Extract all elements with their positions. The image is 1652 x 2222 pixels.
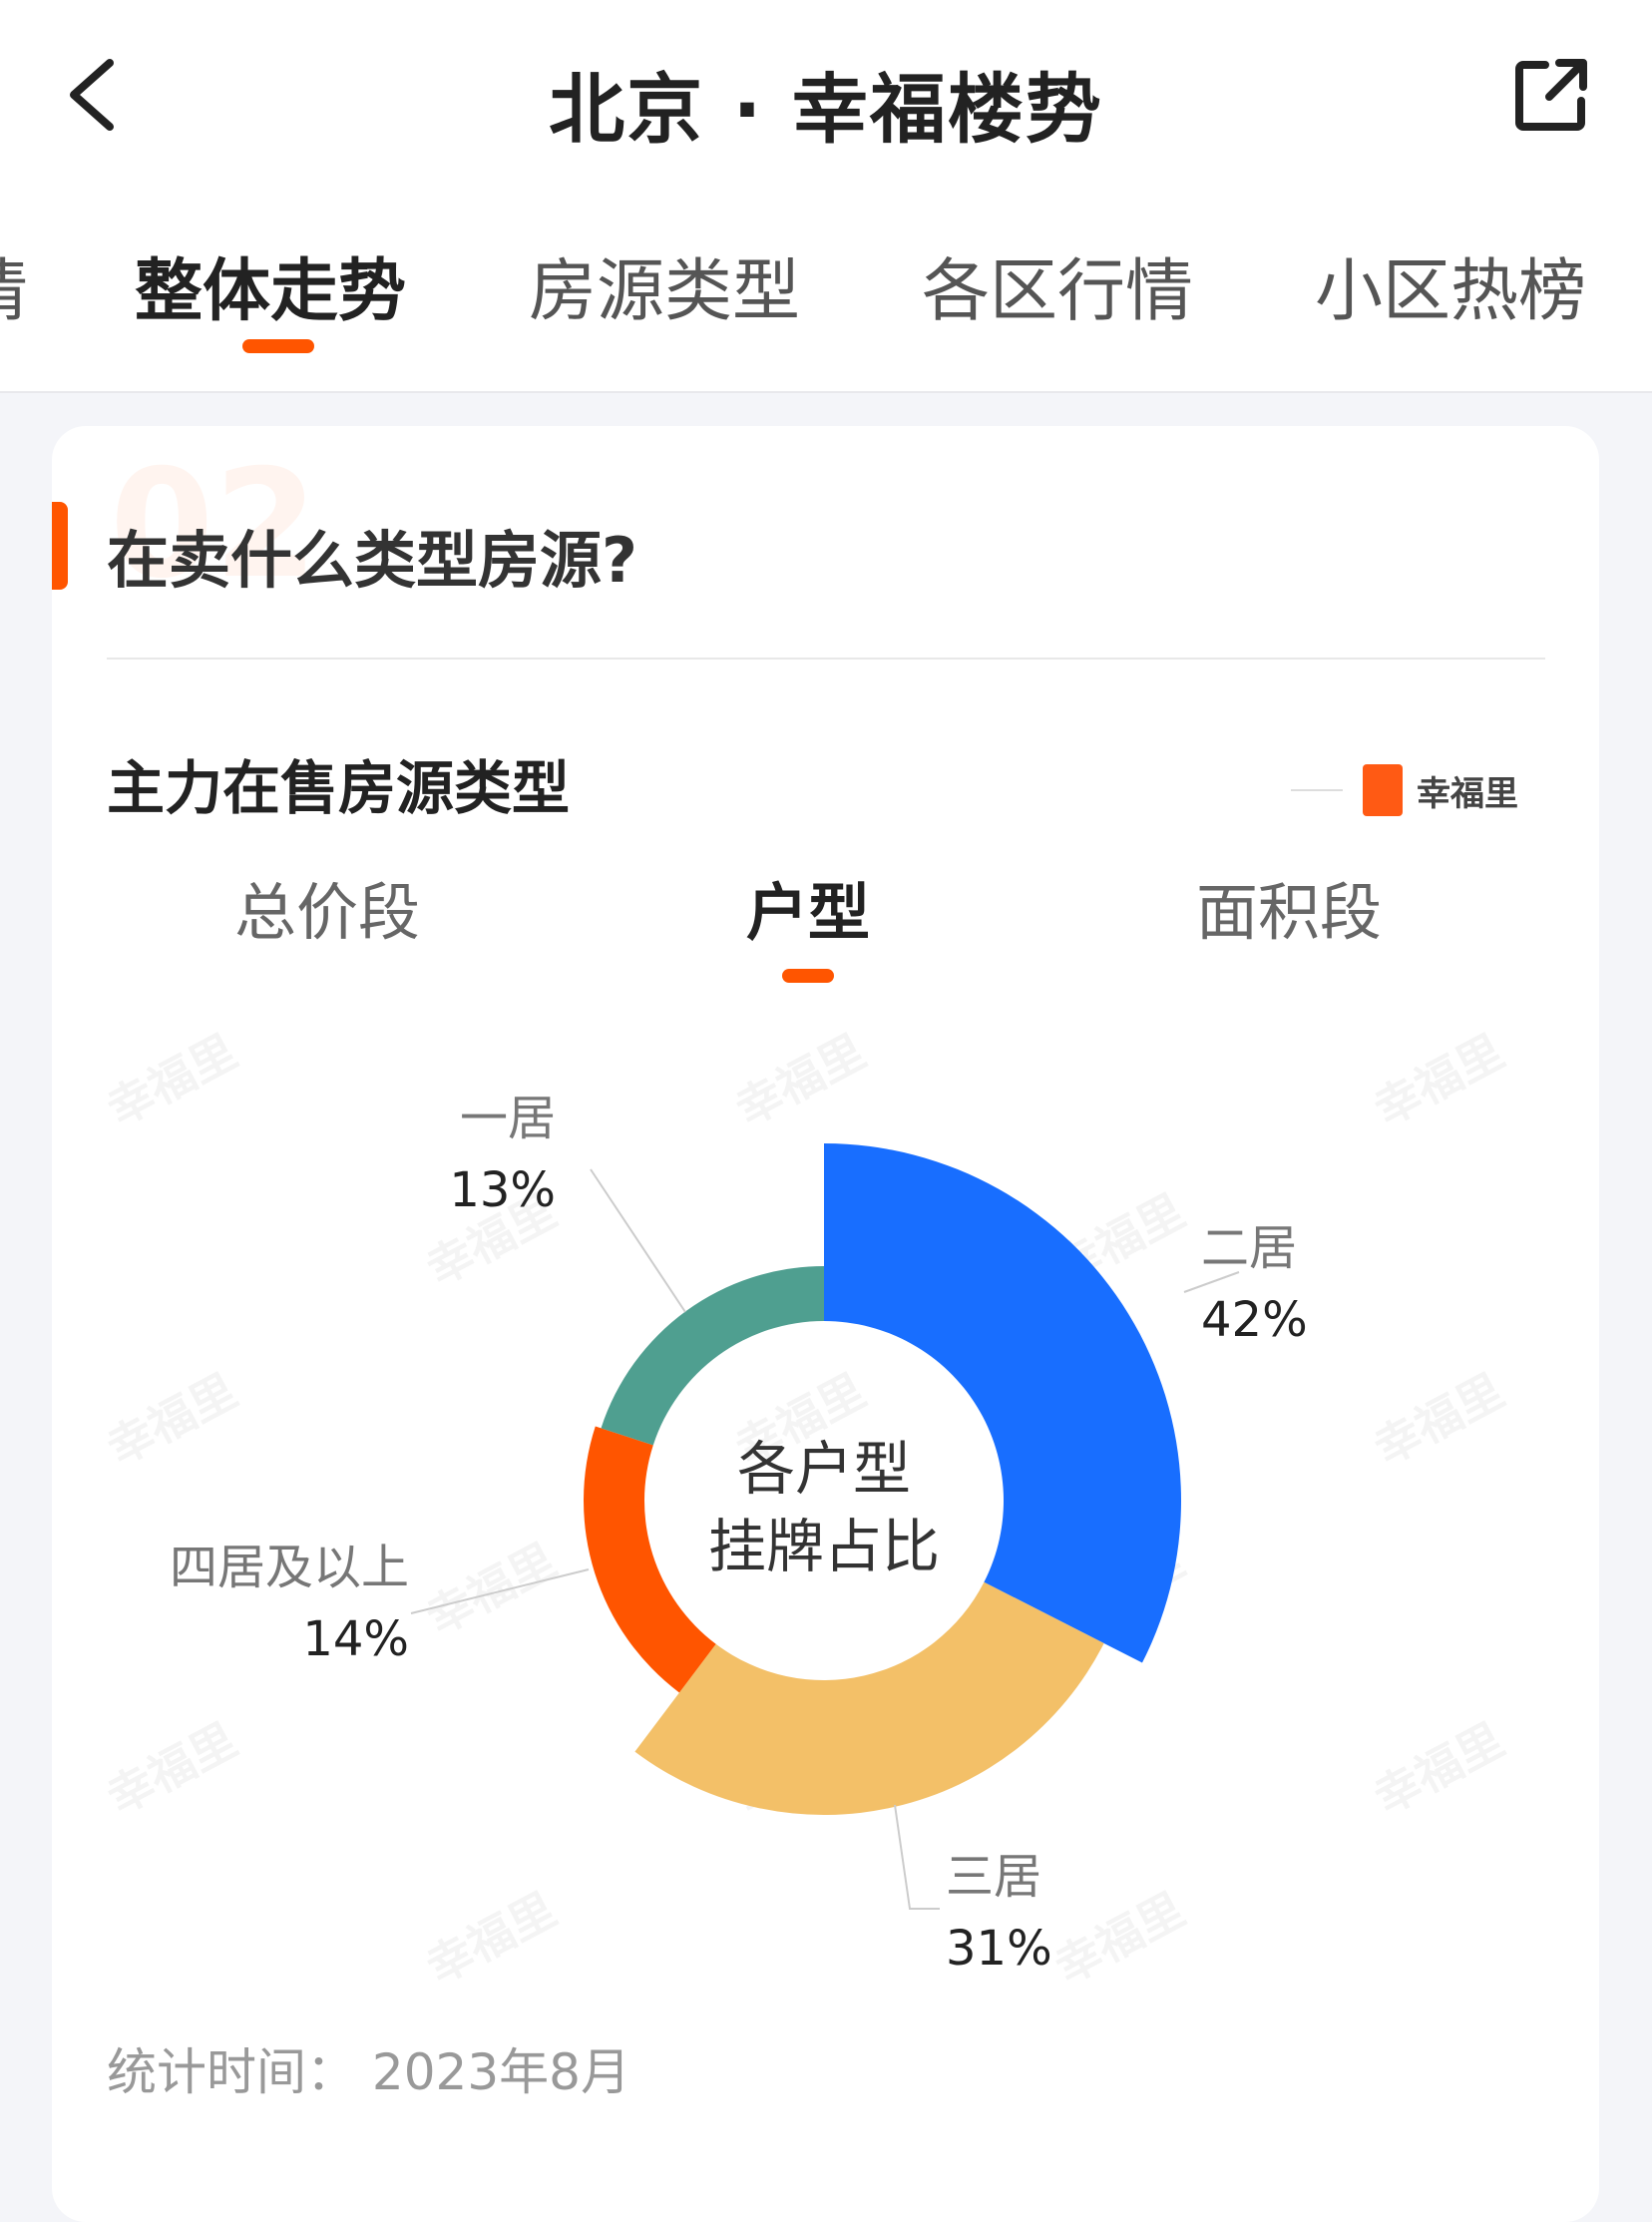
page-title: 北京 · 幸福楼势 xyxy=(549,65,1103,154)
slice-value: 14% xyxy=(302,1611,409,1667)
slice-value: 31% xyxy=(946,1921,1052,1977)
slice-value: 42% xyxy=(1201,1292,1308,1348)
tab-overall-trend[interactable]: 整体走势 xyxy=(135,252,407,331)
center-label: 挂牌占比 xyxy=(708,1513,940,1580)
slice-2 xyxy=(583,1426,716,1693)
leader-line xyxy=(410,1568,590,1614)
tab-market[interactable]: 情 xyxy=(0,235,28,334)
leader-line xyxy=(1183,1271,1240,1293)
divider xyxy=(107,658,1545,660)
subtab-area[interactable]: 面积段 xyxy=(1195,876,1383,949)
chart-title: 主力在售房源类型 xyxy=(107,754,571,822)
active-tab-indicator xyxy=(242,339,314,353)
tab-housing-type[interactable]: 房源类型 xyxy=(529,252,801,331)
leader-line xyxy=(894,1804,940,1910)
slice-label: 三居 xyxy=(946,1849,1041,1905)
top-nav: 北京 · 幸福楼势 情 整体走势 房源类型 各区行情 小区热榜 xyxy=(0,0,1652,393)
logo-icon xyxy=(1363,764,1403,816)
slice-1 xyxy=(634,1581,1104,1815)
chevron-left-icon[interactable] xyxy=(60,55,130,135)
subtab-layout[interactable]: 户型 xyxy=(745,876,871,949)
share-icon[interactable] xyxy=(1511,55,1591,135)
slice-label: 一居 xyxy=(460,1091,556,1146)
section-accent-bar xyxy=(52,502,68,590)
tab-district[interactable]: 各区行情 xyxy=(922,252,1194,331)
slice-label: 四居及以上 xyxy=(170,1540,409,1595)
subtab-total-price[interactable]: 总价段 xyxy=(233,876,421,949)
section-title: 在卖什么类型房源? xyxy=(107,524,637,597)
tab-community-rank[interactable]: 小区热榜 xyxy=(1315,252,1587,331)
chart-card: 02 在卖什么类型房源? 主力在售房源类型 幸福里 总价段 户型 面积段 幸福里… xyxy=(52,426,1599,2222)
slice-0 xyxy=(824,1143,1181,1663)
logo-text: 幸福里 xyxy=(1417,773,1518,814)
active-subtab-indicator xyxy=(782,969,834,983)
leader-line xyxy=(590,1168,686,1313)
center-label: 各户型 xyxy=(737,1435,911,1503)
brand-logo: 幸福里 xyxy=(1291,760,1518,820)
section-number: 02 xyxy=(110,438,318,612)
slice-label: 二居 xyxy=(1201,1220,1297,1276)
logo-line xyxy=(1291,789,1343,791)
stat-time: 统计时间： 2023年8月 xyxy=(107,2043,630,2101)
slice-value: 13% xyxy=(449,1162,556,1218)
tab-bar: 情 整体走势 房源类型 各区行情 小区热榜 xyxy=(0,235,1652,331)
slice-3 xyxy=(601,1266,824,1446)
